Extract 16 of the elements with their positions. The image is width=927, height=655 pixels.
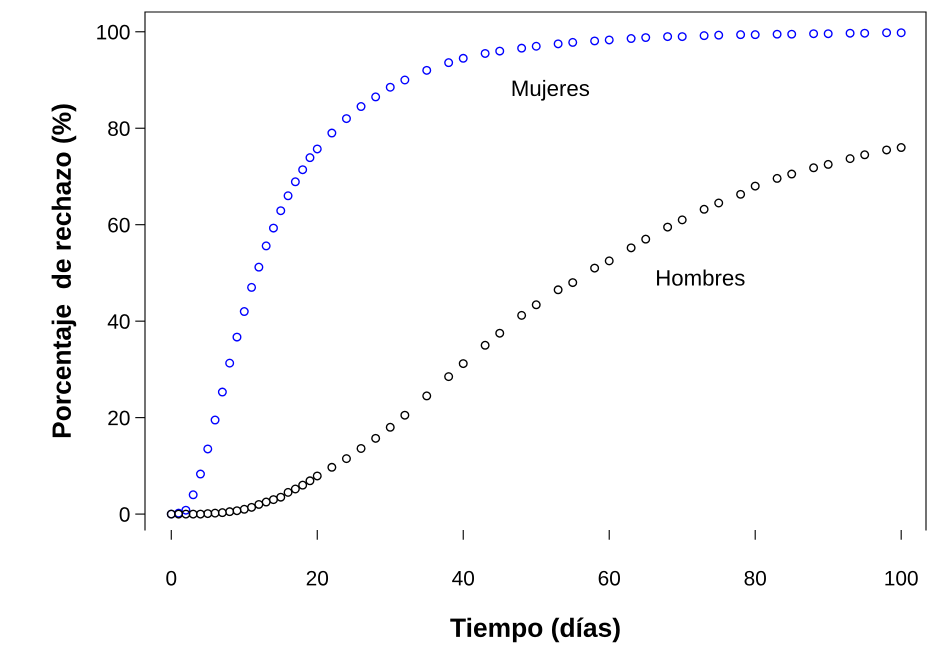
x-tick-label: 20	[306, 570, 328, 586]
y-tick-label: 40	[108, 314, 130, 329]
y-tick-label: 80	[108, 121, 130, 136]
x-axis-title: Tiempo (días)	[450, 617, 620, 642]
series-label: Hombres	[657, 269, 745, 286]
y-tick-label: 100	[97, 24, 130, 40]
x-tick-label: 100	[885, 570, 918, 586]
y-axis-title: Porcentaje de rechazo (%)	[52, 104, 76, 438]
y-tick-label: 60	[108, 218, 130, 232]
x-tick-label: 40	[452, 570, 474, 586]
y-tick-label: 20	[108, 410, 130, 426]
y-tick-label: 0	[120, 507, 130, 522]
x-tick-label: 0	[166, 570, 176, 586]
series-label: Mujeres	[512, 80, 590, 101]
x-tick-label: 60	[598, 570, 620, 586]
x-tick-label: 80	[744, 570, 766, 586]
